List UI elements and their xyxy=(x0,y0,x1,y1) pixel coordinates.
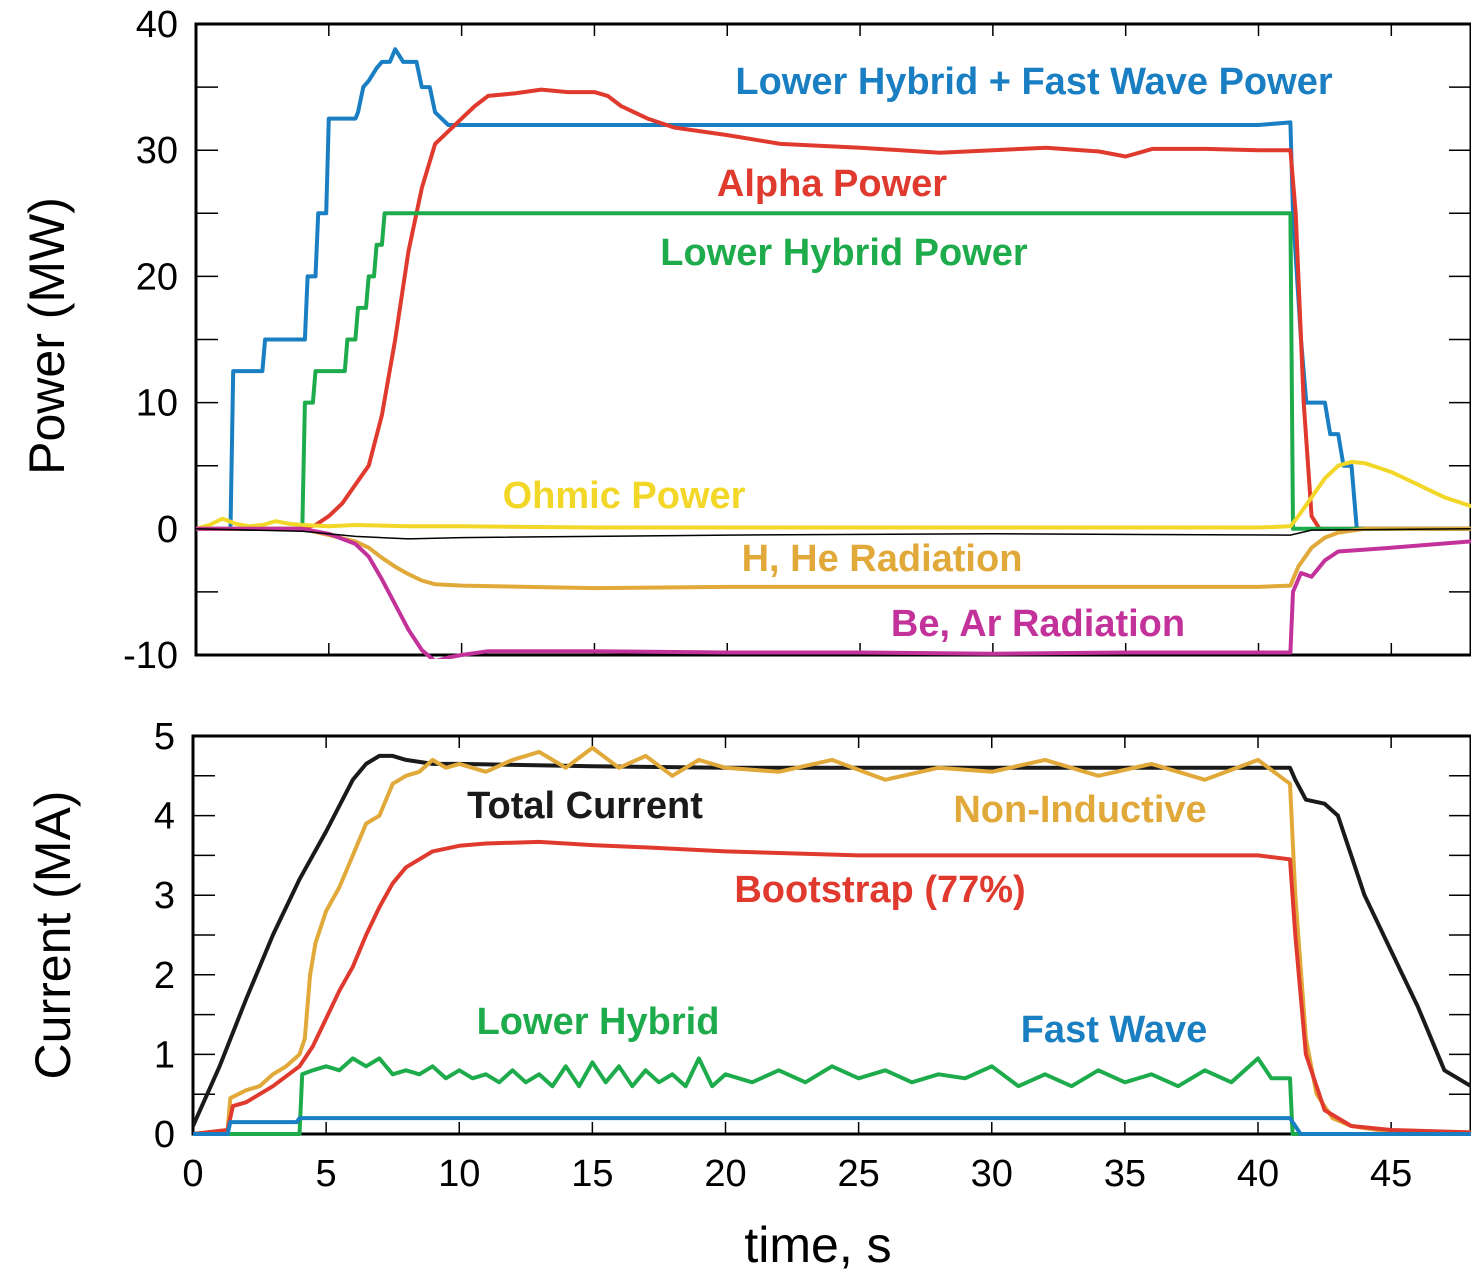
series-line-be-ar-radiation xyxy=(196,526,1471,659)
series-line-lower-hybrid-fast-wave-power xyxy=(196,47,1471,531)
y-tick-label: 2 xyxy=(154,955,175,997)
series-line-total-current xyxy=(193,753,1471,1128)
series-line-alpha-power xyxy=(196,87,1471,531)
series-line-fast-wave xyxy=(193,1116,1471,1136)
series-line-reference xyxy=(196,528,1471,540)
series-annotation: Be, Ar Radiation xyxy=(891,603,1185,645)
y-tick-label: 40 xyxy=(136,4,178,46)
series-annotation: Bootstrap (77%) xyxy=(734,869,1025,911)
y-tick-label: 0 xyxy=(154,1114,175,1156)
y-tick-label: 30 xyxy=(136,130,178,172)
x-tick-label: 10 xyxy=(438,1153,480,1195)
series-annotation: Fast Wave xyxy=(1021,1009,1208,1051)
series-line-h-he-radiation xyxy=(196,526,1471,591)
plot-frame xyxy=(191,734,1471,1136)
series-group xyxy=(193,745,1471,1136)
y-tick-label: -10 xyxy=(123,635,178,677)
series-annotation: H, He Radiation xyxy=(742,538,1023,580)
series-annotation: Lower Hybrid Power xyxy=(660,232,1028,274)
y-tick-label: 1 xyxy=(154,1034,175,1076)
series-annotation: Ohmic Power xyxy=(503,475,746,517)
y-tick-label: 20 xyxy=(136,256,178,298)
x-tick-label: 30 xyxy=(971,1153,1013,1195)
y-tick-label: 3 xyxy=(154,875,175,917)
series-annotation: Non-Inductive xyxy=(953,789,1206,831)
y-axis-label: Current (MA) xyxy=(25,791,81,1080)
series-line-lower-hybrid xyxy=(193,1056,1471,1136)
x-tick-label: 25 xyxy=(837,1153,879,1195)
power-panel: -10 0 10 20 30 40 Lower Hybrid + Fast Wave Pow… xyxy=(19,4,1471,677)
x-tick-label: 35 xyxy=(1104,1153,1146,1195)
x-tick-label: 0 xyxy=(182,1153,203,1195)
x-tick-label: 15 xyxy=(571,1153,613,1195)
series-annotation: Alpha Power xyxy=(717,163,947,205)
series-annotation: Total Current xyxy=(467,785,703,827)
y-tick-label: 4 xyxy=(154,796,175,838)
y-tick-label: 5 xyxy=(154,716,175,758)
series-group xyxy=(196,47,1471,659)
x-axis-label: time, s xyxy=(744,1217,891,1273)
series-annotation: Lower Hybrid + Fast Wave Power xyxy=(735,61,1332,103)
series-annotation: Lower Hybrid xyxy=(477,1001,720,1043)
x-tick-label: 45 xyxy=(1370,1153,1412,1195)
x-tick-label: 5 xyxy=(316,1153,337,1195)
y-axis-label: Power (MW) xyxy=(19,197,75,475)
series-line-non-inductive xyxy=(193,745,1471,1136)
series-line-lower-hybrid-power xyxy=(196,211,1471,531)
y-tick-label: 0 xyxy=(157,509,178,551)
series-line-bootstrap-77 xyxy=(193,839,1471,1136)
x-tick-label: 40 xyxy=(1237,1153,1279,1195)
x-tick-label: 20 xyxy=(704,1153,746,1195)
series-line-ohmic-power xyxy=(196,459,1471,531)
y-tick-label: 10 xyxy=(136,383,178,425)
